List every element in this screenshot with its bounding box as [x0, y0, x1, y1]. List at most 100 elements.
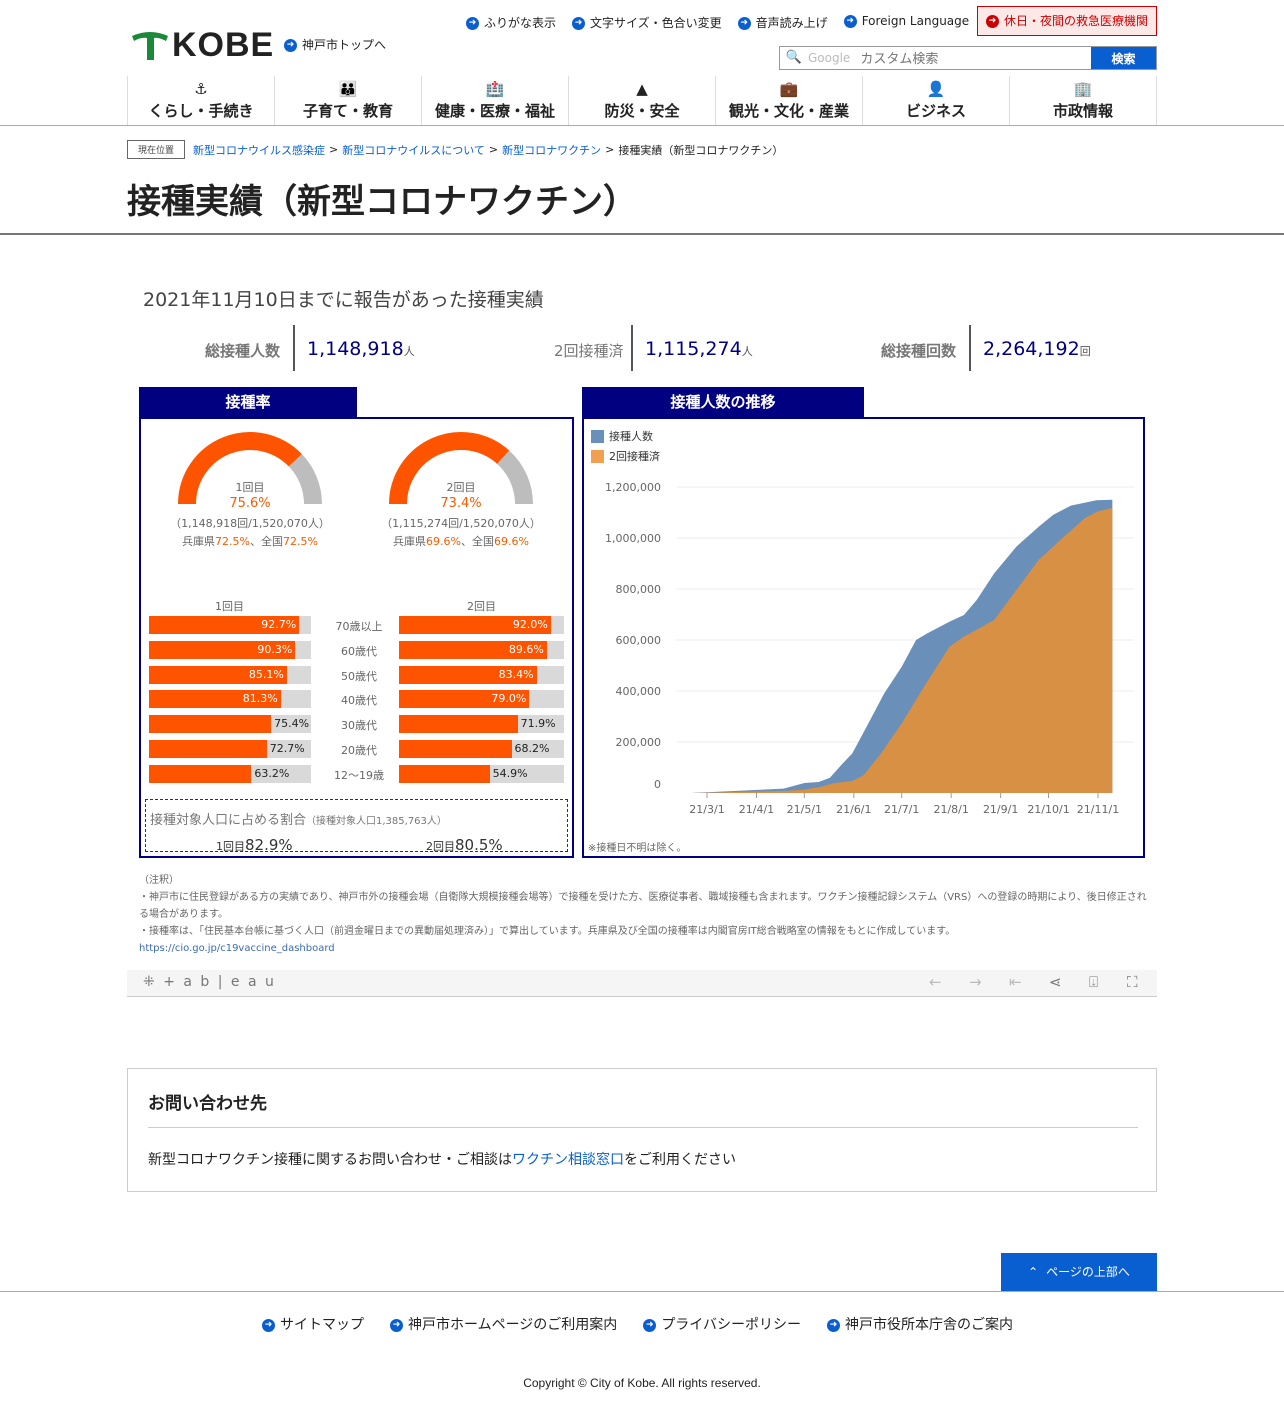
building-icon: 🏢 — [1073, 80, 1093, 98]
emergency-medical-link[interactable]: ➜ 休日・夜間の救急医療機関 — [977, 6, 1157, 36]
furigana-link[interactable]: ➜ ふりがな表示 — [466, 14, 556, 31]
kpi-unit: 人 — [403, 345, 415, 358]
footer-link-cityhall[interactable]: ➜ 神戸市役所本庁舎のご案内 — [827, 1314, 1013, 1334]
footer-link-usage[interactable]: ➜ 神戸市ホームページのご利用案内 — [390, 1314, 617, 1334]
undo-icon[interactable]: ← — [929, 973, 942, 991]
link-label: 休日・夜間の救急医療機関 — [1004, 14, 1149, 28]
kobe-emblem-icon — [132, 31, 168, 60]
gauge-label: 2回目 — [446, 481, 476, 494]
breadcrumb-label: 現在位置 — [127, 140, 186, 159]
nav-item[interactable]: 👪 子育て・教育 — [275, 76, 422, 126]
nav-item[interactable]: 👤 ビジネス — [863, 76, 1010, 126]
nav-item[interactable]: 🏥 健康・医療・福祉 — [422, 76, 569, 126]
age-bar — [149, 764, 252, 783]
kpi-divider — [293, 325, 295, 371]
comparison-pref-label: 兵庫県 — [393, 535, 427, 548]
businessman-icon: 👤 — [926, 80, 946, 98]
y-tick-label: 600,000 — [616, 634, 662, 647]
divider — [0, 233, 1284, 235]
nav-item[interactable]: 🏢 市政情報 — [1010, 76, 1157, 126]
breadcrumb: 現在位置 新型コロナウイルス感染症 > 新型コロナウイルスについて > 新型コロナワ… — [127, 140, 783, 159]
link-label: 神戸市ホームページのご利用案内 — [408, 1317, 618, 1333]
age-bar — [149, 715, 272, 734]
x-tick-label: 21/6/1 — [836, 803, 871, 816]
revert-icon[interactable]: ⇤ — [1009, 973, 1022, 991]
nav-item[interactable]: ▲ 防災・安全 — [569, 76, 716, 126]
share-icon[interactable]: ⋖ — [1049, 973, 1062, 991]
redo-icon[interactable]: → — [969, 973, 982, 991]
page-title: 接種実績（新型コロナワクチン） — [127, 182, 637, 222]
nav-item[interactable]: ⚓ くらし・手続き — [128, 76, 275, 126]
kpi-number: 2,264,192 — [983, 338, 1080, 360]
link-label: Foreign Language — [861, 14, 970, 28]
age-bar-track: 71.9% — [399, 715, 564, 734]
breadcrumb-link[interactable]: 新型コロナワクチン — [502, 143, 602, 157]
foreign-language-link[interactable]: ➜ Foreign Language — [843, 14, 970, 31]
age-bar-track: 68.2% — [399, 740, 564, 758]
age-bar-label: 68.2% — [514, 742, 550, 755]
gauge-comparison: 兵庫県72.5%、全国72.5% — [150, 533, 350, 549]
search-button[interactable]: 検索 — [1091, 47, 1156, 69]
x-tick-label: 21/9/1 — [983, 803, 1018, 816]
kobe-top-link[interactable]: ➜ 神戸市トップへ — [284, 36, 386, 53]
divider — [0, 1291, 1284, 1292]
text-size-link[interactable]: ➜ 文字サイズ・色合い変更 — [572, 14, 722, 31]
read-aloud-link[interactable]: ➜ 音声読み上げ — [737, 14, 828, 31]
copyright: Copyright © City of Kobe. All rights res… — [523, 1376, 761, 1390]
age-bar — [399, 740, 512, 758]
target-title: 接種対象人口に占める割合 — [150, 813, 307, 828]
nav-label: 健康・医療・福祉 — [434, 102, 555, 120]
kobe-logo[interactable]: KOBE — [130, 26, 274, 65]
age-bar-label: 92.7% — [261, 618, 297, 631]
nav-label: 観光・文化・産業 — [728, 102, 849, 120]
tableau-logo-text: + a b | e a u — [163, 974, 276, 990]
kpi-unit: 回 — [1079, 345, 1091, 358]
arrow-circle-icon: ➜ — [827, 1318, 841, 1332]
gauge-label: 1回目 — [235, 481, 265, 494]
age-header-dose1: 1回目 — [215, 600, 244, 613]
nav-item[interactable]: 💼 観光・文化・産業 — [716, 76, 863, 126]
age-bar — [149, 640, 296, 659]
age-group-label: 12～19歳 — [334, 768, 384, 782]
legend-item: 接種人数 — [591, 426, 660, 446]
kpi-value: 1,148,918人 — [307, 338, 415, 360]
age-bar — [149, 616, 300, 634]
kpi-label: 総接種人数 — [205, 342, 281, 360]
kpi-divider — [631, 325, 633, 371]
footer-link-sitemap[interactable]: ➜ サイトマップ — [262, 1314, 364, 1334]
footer-link-privacy[interactable]: ➜ プライバシーポリシー — [643, 1314, 801, 1334]
age-group-label: 30歳代 — [341, 719, 377, 733]
fullscreen-icon[interactable]: ⛶ — [1127, 973, 1138, 991]
age-group-label: 70歳以上 — [335, 620, 383, 633]
search-input[interactable] — [860, 47, 1091, 69]
note-line: ・神戸市に住民登録がある方の実績であり、神戸市外の接種会場（自衛隊大規模接種会場… — [139, 892, 1147, 920]
back-to-top-button[interactable]: ⌃ ページの上部へ — [1001, 1253, 1157, 1291]
age-bar — [149, 665, 287, 684]
age-group-label: 50歳代 — [341, 669, 377, 683]
kpi-label: 総接種回数 — [881, 342, 957, 360]
x-tick-label: 21/4/1 — [739, 803, 774, 816]
link-label: 神戸市トップへ — [302, 38, 387, 52]
arrow-circle-icon: ➜ — [643, 1318, 657, 1332]
download-icon[interactable]: ⍗ — [1089, 973, 1099, 991]
tableau-logo[interactable]: ⁜ + a b | e a u — [143, 974, 276, 990]
comparison-pref-label: 兵庫県 — [182, 535, 216, 548]
age-bar — [399, 715, 518, 734]
separator: > — [605, 143, 615, 156]
gauge-comparison: 兵庫県69.6%、全国69.6% — [361, 533, 561, 549]
vaccine-consultation-link[interactable]: ワクチン相談窓口 — [512, 1152, 624, 1168]
trend-tab-header: 接種人数の推移 — [582, 387, 864, 417]
rate-panel — [139, 417, 574, 858]
x-tick-label: 21/11/1 — [1077, 803, 1119, 816]
kpi-divider — [969, 325, 971, 371]
breadcrumb-link[interactable]: 新型コロナウイルスについて — [342, 143, 485, 157]
y-tick-label: 200,000 — [616, 736, 662, 749]
separator: > — [329, 143, 339, 156]
age-bar-label: 90.3% — [257, 642, 293, 656]
breadcrumb-link[interactable]: 新型コロナウイルス感染症 — [193, 143, 326, 157]
notes: （注釈） ・神戸市に住民登録がある方の実績であり、神戸市外の接種会場（自衛隊大規… — [139, 872, 1149, 957]
arrow-circle-icon: ➜ — [737, 17, 751, 30]
tableau-cross-icon: ⁜ — [143, 974, 157, 990]
dashboard-link[interactable]: https://cio.go.jp/c19vaccine_dashboard — [139, 943, 335, 954]
age-bar-track: 54.9% — [399, 764, 564, 783]
